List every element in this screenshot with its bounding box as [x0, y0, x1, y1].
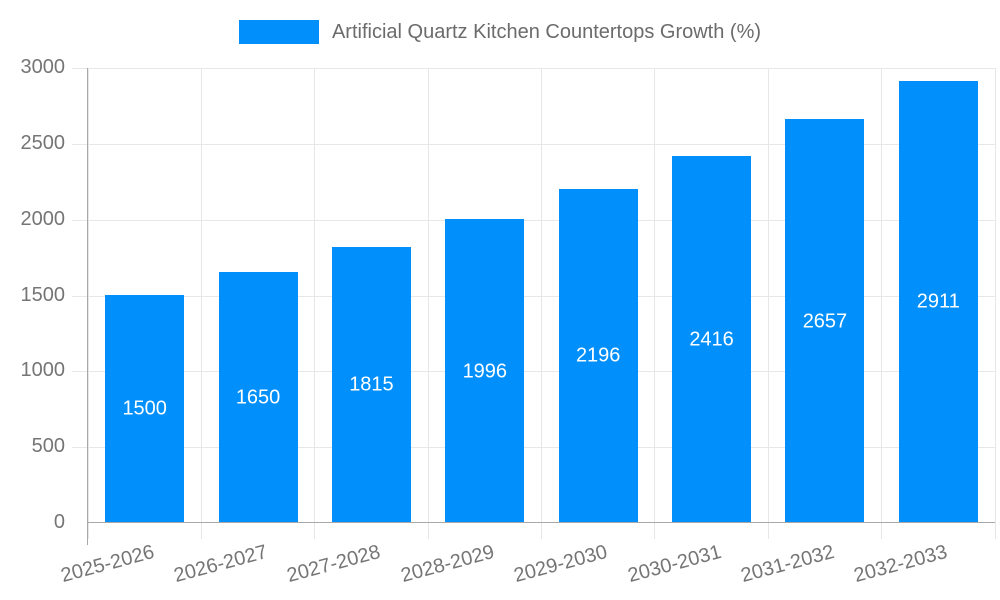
bar-value-label: 2911 [916, 290, 960, 313]
x-axis-tick-label: 2027-2028 [285, 541, 384, 588]
x-axis-tick-label: 2032-2033 [851, 541, 951, 588]
x-gridline [994, 68, 996, 539]
x-gridline [767, 68, 769, 539]
x-axis-line [88, 522, 995, 523]
plot-area: 0 500 1000 1500 2000 2500 3000 1500 2025-2026 165… [21, 56, 996, 587]
bar[interactable] [331, 246, 411, 522]
bar[interactable] [218, 271, 298, 522]
bar[interactable] [672, 155, 751, 522]
x-axis-tick-label: 2026-2027 [171, 541, 270, 588]
y-axis-tick-label: 2000 [20, 207, 66, 230]
y-axis-tick-label: 0 [53, 511, 65, 534]
y-gridline [72, 295, 995, 297]
x-gridline [200, 68, 202, 539]
bar[interactable] [898, 80, 978, 522]
legend: Artificial Quartz Kitchen Countertops Gr… [0, 17, 1000, 47]
x-axis-tick-label: 2031-2032 [738, 541, 837, 588]
x-axis-tick-label: 2028-2029 [398, 541, 497, 588]
bar-value-label: 2657 [802, 310, 848, 332]
y-axis-tick-label: 1500 [20, 283, 66, 306]
y-gridline [72, 68, 995, 69]
bar[interactable] [558, 188, 638, 522]
x-gridline [541, 68, 542, 539]
bar[interactable] [105, 294, 185, 522]
y-gridline [72, 219, 995, 221]
x-gridline [314, 68, 316, 539]
x-gridline [427, 68, 429, 539]
bar-value-label: 1815 [349, 373, 394, 396]
bar[interactable] [785, 119, 865, 522]
y-axis-tick-label: 2500 [20, 131, 66, 154]
x-gridline [881, 68, 883, 539]
bar-value-label: 1650 [235, 386, 281, 409]
x-axis-tick-label: 2030-2031 [625, 541, 724, 588]
y-axis-tick-label: 500 [31, 435, 65, 458]
y-gridline [72, 371, 995, 373]
bar[interactable] [445, 219, 525, 522]
x-gridline [87, 68, 89, 539]
x-axis-tick-label: 2029-2030 [511, 541, 610, 588]
bar-value-label: 1996 [462, 360, 508, 383]
bar-value-label: 1500 [122, 397, 167, 420]
y-axis-line [87, 68, 88, 545]
bar-value-label: 2196 [575, 344, 621, 367]
y-axis-tick-label: 3000 [20, 56, 66, 79]
y-gridline [72, 143, 995, 145]
y-axis-tick-label: 1000 [20, 359, 66, 382]
x-axis-tick-label: 2025-2026 [58, 541, 157, 588]
bar-value-label: 2416 [689, 328, 734, 351]
legend-swatch[interactable] [238, 20, 319, 44]
x-gridline [654, 68, 656, 539]
y-gridline [72, 447, 995, 449]
legend-series-label[interactable]: Artificial Quartz Kitchen Countertops Gr… [331, 20, 762, 43]
